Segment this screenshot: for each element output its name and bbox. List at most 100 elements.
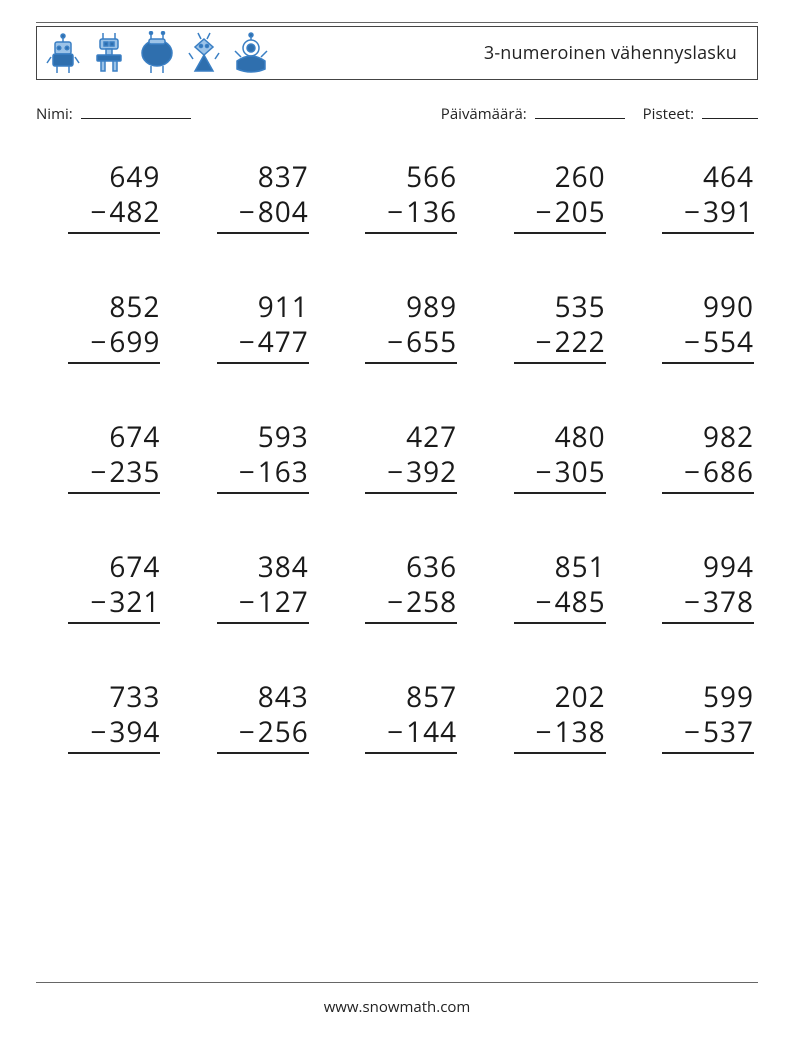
minus-sign: − xyxy=(239,195,256,230)
subtrahend: 138 xyxy=(555,715,606,750)
subtrahend-line: −391 xyxy=(662,195,754,234)
subtrahend-line: −144 xyxy=(365,715,457,754)
name-field: Nimi: xyxy=(36,104,441,124)
minus-sign: − xyxy=(684,455,701,490)
subtrahend: 391 xyxy=(703,195,754,230)
subtraction-problem: 599−537 xyxy=(634,680,754,754)
minuend: 733 xyxy=(82,680,160,715)
minuend: 593 xyxy=(231,420,309,455)
minus-sign: − xyxy=(239,455,256,490)
minuend: 674 xyxy=(82,420,160,455)
subtrahend: 485 xyxy=(555,585,606,620)
subtrahend-line: −127 xyxy=(217,585,309,624)
subtraction-problem: 636−258 xyxy=(337,550,457,624)
subtraction-problem: 480−305 xyxy=(485,420,605,494)
subtrahend-line: −537 xyxy=(662,715,754,754)
minuend: 384 xyxy=(231,550,309,585)
score-blank xyxy=(702,104,758,119)
minuend: 202 xyxy=(528,680,606,715)
minus-sign: − xyxy=(387,715,404,750)
minuend: 464 xyxy=(676,160,754,195)
minus-sign: − xyxy=(90,455,107,490)
subtraction-problem: 674−235 xyxy=(40,420,160,494)
subtrahend-line: −699 xyxy=(68,325,160,364)
subtrahend-line: −394 xyxy=(68,715,160,754)
subtrahend: 256 xyxy=(258,715,309,750)
subtrahend-line: −138 xyxy=(514,715,606,754)
subtrahend-line: −321 xyxy=(68,585,160,624)
subtraction-problem: 911−477 xyxy=(188,290,308,364)
subtrahend: 163 xyxy=(258,455,309,490)
minus-sign: − xyxy=(387,455,404,490)
subtrahend-line: −655 xyxy=(365,325,457,364)
minuend: 911 xyxy=(231,290,309,325)
subtrahend: 305 xyxy=(555,455,606,490)
subtraction-problem: 674−321 xyxy=(40,550,160,624)
minuend: 427 xyxy=(379,420,457,455)
subtrahend-line: −258 xyxy=(365,585,457,624)
robot-icon-row xyxy=(45,31,271,75)
subtrahend-line: −256 xyxy=(217,715,309,754)
worksheet-page: 3-numeroinen vähennyslasku Nimi: Päivämä… xyxy=(0,0,794,1053)
subtraction-problem: 994−378 xyxy=(634,550,754,624)
subtrahend-line: −392 xyxy=(365,455,457,494)
minuend: 989 xyxy=(379,290,457,325)
minus-sign: − xyxy=(387,325,404,360)
footer-rule xyxy=(36,982,758,983)
date-label: Päivämäärä: xyxy=(441,104,527,124)
minuend: 852 xyxy=(82,290,160,325)
minus-sign: − xyxy=(684,325,701,360)
date-field: Päivämäärä: xyxy=(441,104,625,124)
subtrahend: 258 xyxy=(406,585,457,620)
minus-sign: − xyxy=(239,325,256,360)
minuend: 636 xyxy=(379,550,457,585)
subtrahend: 537 xyxy=(703,715,754,750)
minus-sign: − xyxy=(536,325,553,360)
subtraction-problem: 384−127 xyxy=(188,550,308,624)
subtrahend-line: −482 xyxy=(68,195,160,234)
subtrahend: 804 xyxy=(258,195,309,230)
minus-sign: − xyxy=(684,195,701,230)
name-blank xyxy=(81,104,191,119)
worksheet-title: 3-numeroinen vähennyslasku xyxy=(484,41,737,65)
minus-sign: − xyxy=(239,715,256,750)
subtraction-problem: 837−804 xyxy=(188,160,308,234)
subtrahend: 686 xyxy=(703,455,754,490)
score-label: Pisteet: xyxy=(643,104,694,124)
subtrahend-line: −554 xyxy=(662,325,754,364)
minuend: 990 xyxy=(676,290,754,325)
subtraction-problem: 260−205 xyxy=(485,160,605,234)
subtraction-problem: 733−394 xyxy=(40,680,160,754)
subtrahend: 321 xyxy=(109,585,160,620)
minuend: 599 xyxy=(676,680,754,715)
minuend: 982 xyxy=(676,420,754,455)
header-box: 3-numeroinen vähennyslasku xyxy=(36,26,758,80)
minuend: 851 xyxy=(528,550,606,585)
minuend: 649 xyxy=(82,160,160,195)
minuend: 566 xyxy=(379,160,457,195)
subtrahend: 655 xyxy=(406,325,457,360)
subtraction-problem: 843−256 xyxy=(188,680,308,754)
robot-icon xyxy=(187,31,221,75)
robot-icon xyxy=(91,31,127,75)
subtrahend-line: −804 xyxy=(217,195,309,234)
subtrahend-line: −136 xyxy=(365,195,457,234)
subtrahend: 235 xyxy=(109,455,160,490)
subtraction-problem: 989−655 xyxy=(337,290,457,364)
minus-sign: − xyxy=(684,715,701,750)
subtrahend: 392 xyxy=(406,455,457,490)
subtraction-problem: 857−144 xyxy=(337,680,457,754)
subtrahend: 136 xyxy=(406,195,457,230)
minus-sign: − xyxy=(536,195,553,230)
subtraction-problem: 982−686 xyxy=(634,420,754,494)
subtrahend: 205 xyxy=(555,195,606,230)
minuend: 480 xyxy=(528,420,606,455)
minuend: 535 xyxy=(528,290,606,325)
subtrahend-line: −686 xyxy=(662,455,754,494)
subtraction-problem: 535−222 xyxy=(485,290,605,364)
subtraction-problem: 649−482 xyxy=(40,160,160,234)
minus-sign: − xyxy=(387,195,404,230)
minuend: 994 xyxy=(676,550,754,585)
info-line: Nimi: Päivämäärä: Pisteet: xyxy=(36,104,758,124)
subtrahend: 127 xyxy=(258,585,309,620)
